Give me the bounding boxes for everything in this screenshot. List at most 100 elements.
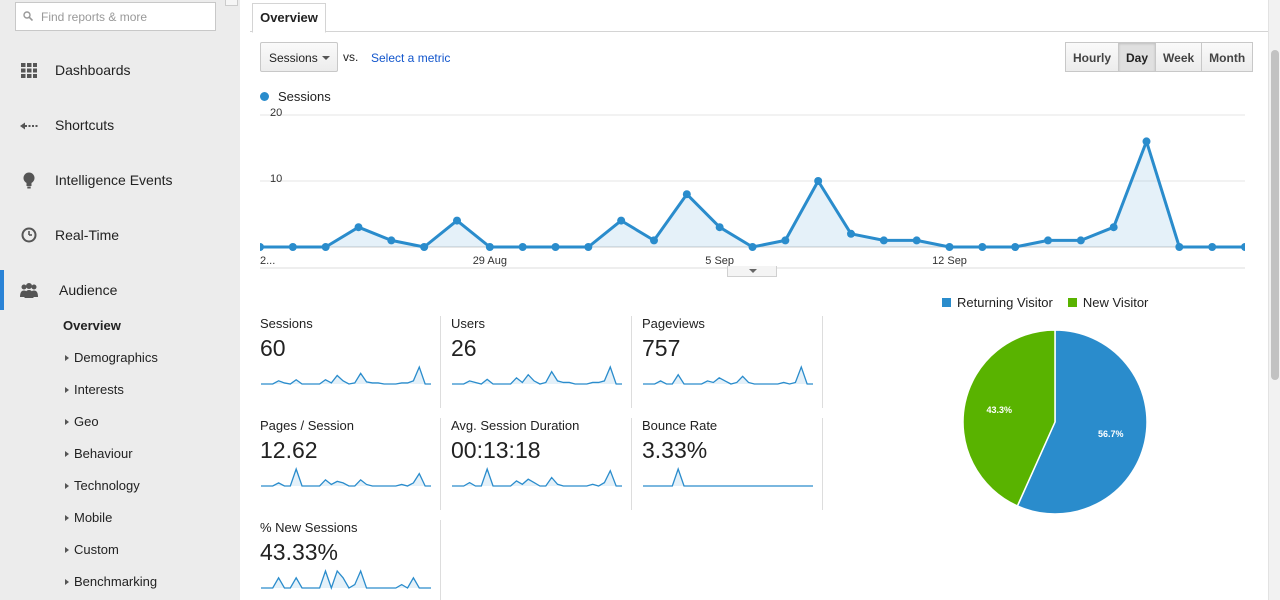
data-point	[584, 243, 593, 251]
kpi-value: 757	[642, 335, 681, 361]
select-metric-link[interactable]: Select a metric	[371, 51, 451, 65]
data-point	[354, 223, 363, 232]
kpi-value: 00:13:18	[451, 437, 541, 463]
sidebar-item-real-time[interactable]: Real-Time	[0, 215, 240, 255]
sidebar-item-label: Shortcuts	[55, 117, 115, 133]
search-icon	[23, 11, 33, 21]
sidebar-item-audience[interactable]: Audience	[0, 270, 240, 310]
metric-select[interactable]: Sessions	[260, 42, 338, 72]
tab-bar: Overview	[250, 0, 1268, 33]
sparkline-area	[643, 469, 813, 486]
kpi-title: % New Sessions	[260, 520, 358, 535]
kpi-avg-session-duration[interactable]: Avg. Session Duration 00:13:18	[451, 418, 632, 510]
pie-slice-label: 43.3%	[986, 405, 1012, 415]
kpi-title: Pages / Session	[260, 418, 354, 433]
sidebar: Find reports & more Dashboards Shortcuts…	[0, 0, 240, 600]
data-point	[321, 243, 330, 251]
search-box[interactable]: Find reports & more	[15, 2, 216, 31]
y-tick-label: 10	[270, 173, 282, 185]
kpi-sparkline	[452, 467, 622, 487]
dashboard-grid-icon	[21, 63, 37, 78]
kpi-sessions[interactable]: Sessions 60	[260, 316, 441, 408]
hourly-button[interactable]: Hourly	[1065, 42, 1120, 72]
kpi-new-sessions[interactable]: % New Sessions 43.33%	[260, 520, 441, 600]
main-content: Overview Sessions vs. Select a metric Ho…	[240, 0, 1268, 600]
caret-right-icon	[65, 483, 69, 489]
data-point	[420, 243, 429, 251]
pie-slice-new-visitor	[962, 329, 1056, 507]
data-point	[1076, 236, 1085, 245]
legend-label: Sessions	[278, 89, 331, 104]
pie-slice-returning-visitor	[1016, 329, 1148, 515]
data-point	[1175, 243, 1184, 251]
sidebar-item-shortcuts[interactable]: Shortcuts	[0, 105, 240, 145]
caret-right-icon	[65, 419, 69, 425]
scrollbar[interactable]	[1268, 0, 1280, 600]
sidebar-item-dashboards[interactable]: Dashboards	[0, 50, 240, 90]
data-point	[1044, 236, 1052, 245]
day-button[interactable]: Day	[1118, 42, 1157, 72]
dropdown-arrow-icon	[322, 56, 330, 60]
sidebar-subitem-custom[interactable]: Custom	[0, 538, 240, 562]
data-point	[518, 243, 527, 251]
caret-right-icon	[65, 515, 69, 521]
tab-overview[interactable]: Overview	[252, 3, 326, 33]
sparkline-line	[261, 467, 431, 487]
kpi-title: Pageviews	[642, 316, 705, 331]
sidebar-subitem-mobile[interactable]: Mobile	[0, 506, 240, 530]
kpi-users[interactable]: Users 26	[451, 316, 632, 408]
kpi-value: 43.33%	[260, 539, 339, 565]
sidebar-item-label: Dashboards	[55, 62, 131, 78]
data-point	[387, 236, 396, 245]
search-input[interactable]: Find reports & more	[41, 10, 148, 24]
sidebar-collapse-tab[interactable]	[225, 0, 238, 6]
data-point	[781, 236, 790, 245]
caret-right-icon	[65, 579, 69, 585]
sparkline-line	[452, 365, 622, 385]
scrollbar-thumb[interactable]	[1271, 50, 1279, 380]
timeline-legend: Sessions	[260, 89, 331, 104]
sidebar-subitem-technology[interactable]: Technology	[0, 474, 240, 498]
data-point	[1241, 243, 1245, 251]
week-button[interactable]: Week	[1155, 42, 1203, 72]
sidebar-subitem-overview[interactable]: Overview	[63, 318, 121, 333]
sidebar-subitem-interests[interactable]: Interests	[0, 378, 240, 402]
x-tick-label: 29 Aug	[473, 255, 507, 267]
sidebar-subitem-benchmarking[interactable]: Benchmarking	[0, 570, 240, 594]
kpi-value: 26	[451, 335, 477, 361]
kpi-title: Sessions	[260, 316, 313, 331]
sidebar-item-label: Intelligence Events	[55, 172, 173, 188]
caret-right-icon	[65, 451, 69, 457]
kpi-sparkline	[452, 365, 622, 385]
kpi-pages-per-session[interactable]: Pages / Session 12.62	[260, 418, 441, 510]
clock-icon	[21, 227, 37, 243]
data-point	[879, 236, 888, 245]
sparkline-area	[452, 469, 622, 486]
sparkline-line	[261, 365, 431, 385]
kpi-bounce-rate[interactable]: Bounce Rate 3.33%	[642, 418, 823, 510]
data-point	[814, 177, 823, 185]
sparkline-area	[261, 367, 431, 384]
sessions-timeline-chart: 10 20 2... 29 Aug 5 Sep 12 Sep	[260, 107, 1245, 269]
x-tick-label: 2...	[260, 255, 275, 267]
legend-item-returning-visitor[interactable]: Returning Visitor	[942, 295, 1053, 310]
kpi-pageviews[interactable]: Pageviews 757	[642, 316, 823, 408]
sparkline-line	[643, 467, 813, 487]
sidebar-subitem-demographics[interactable]: Demographics	[0, 346, 240, 370]
x-tick-label: 12 Sep	[932, 255, 967, 267]
caret-right-icon	[65, 547, 69, 553]
granularity-buttons: Hourly Day Week Month	[1065, 42, 1254, 72]
sidebar-subitem-behaviour[interactable]: Behaviour	[0, 442, 240, 466]
chart-expand-toggle[interactable]	[727, 266, 777, 277]
sidebar-subitem-geo[interactable]: Geo	[0, 410, 240, 434]
vs-label: vs.	[343, 50, 359, 64]
kpi-sparkline	[261, 365, 431, 385]
data-point	[1208, 243, 1217, 251]
month-button[interactable]: Month	[1201, 42, 1254, 72]
sidebar-item-intelligence-events[interactable]: Intelligence Events	[0, 160, 240, 200]
sparkline-area	[261, 469, 431, 486]
data-point	[912, 236, 921, 245]
data-point	[650, 236, 658, 245]
legend-item-new-visitor[interactable]: New Visitor	[1067, 295, 1148, 310]
sparkline-area	[261, 571, 431, 588]
